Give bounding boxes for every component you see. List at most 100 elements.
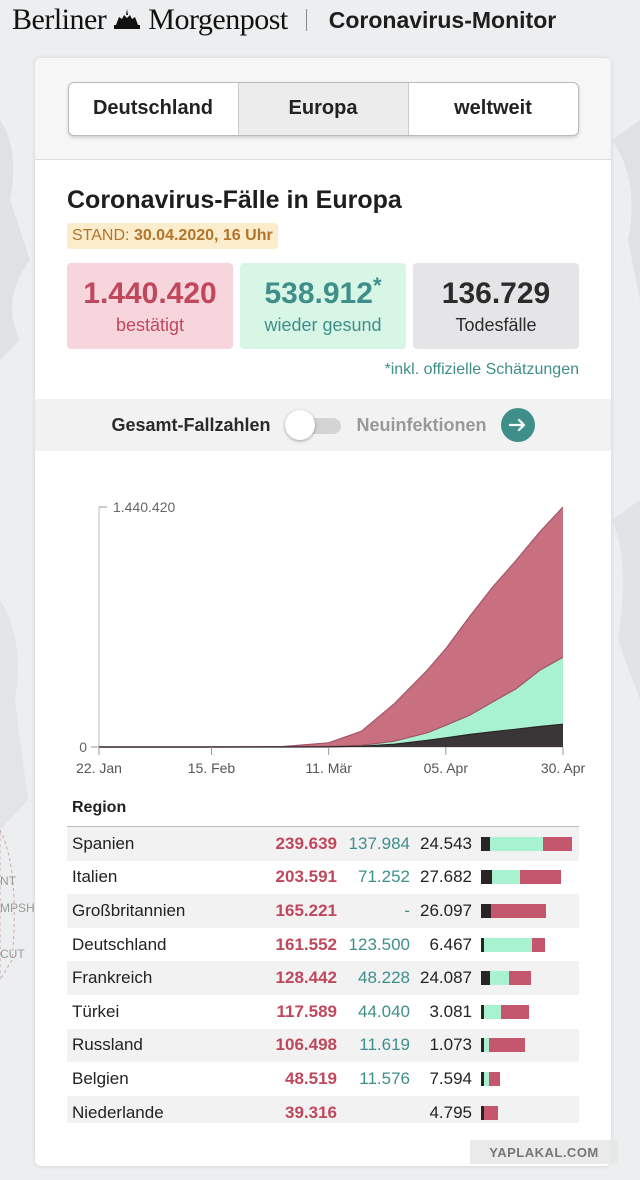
mode-toggle-bar: Gesamt-Fallzahlen Neuinfektionen <box>35 399 611 451</box>
region-name: Italien <box>72 867 118 887</box>
bar-segment-recovered <box>484 937 533 952</box>
monitor-card: Deutschland Europa weltweit Coronavirus-… <box>35 58 611 1166</box>
deaths-label: Todesfälle <box>455 314 537 335</box>
table-row[interactable]: Frankreich 128.442 48.228 24.087 <box>67 961 579 995</box>
recovered-cell: 44.040 <box>358 1001 410 1021</box>
toggle-label-new-infections[interactable]: Neuinfektionen <box>356 414 487 435</box>
bar-segment-active <box>542 836 572 851</box>
deaths-cell: 7.594 <box>429 1068 472 1088</box>
region-name: Belgien <box>72 1068 129 1088</box>
region-name: Spanien <box>72 833 135 853</box>
page-title: Coronavirus-Fälle in Europa <box>67 186 402 214</box>
deaths-cell: 24.543 <box>420 833 472 853</box>
confirmed-cell: 239.639 <box>275 833 337 853</box>
x-tick-label: 05. Apr <box>424 760 469 776</box>
bar-segment-recovered <box>484 1071 489 1086</box>
table-header-region: Region <box>67 799 579 827</box>
x-tick-label: 22. Jan <box>76 760 122 776</box>
recovered-cell: 11.576 <box>359 1068 410 1088</box>
bar-segment-recovered <box>491 870 520 885</box>
brand-logo[interactable]: Berliner Morgenpost <box>12 3 288 37</box>
chart-area: 1.440.420 0 22. Jan 15. Feb 11. Mär 05. Apr 30… <box>35 451 611 781</box>
bar-segment-deaths <box>481 903 492 918</box>
table-body[interactable]: Spanien 239.639 137.984 24.543 Italien 203.59… <box>67 827 579 1123</box>
svg-text:CUT: CUT <box>0 947 25 961</box>
table-row[interactable]: Türkei 117.589 44.040 3.081 <box>67 995 579 1029</box>
confirmed-cell: 106.498 <box>275 1035 337 1055</box>
arrow-right-icon[interactable] <box>500 408 535 442</box>
bar-segment-deaths <box>481 870 492 885</box>
brand-name-right: Morgenpost <box>148 3 288 36</box>
recovered-asterisk: * <box>372 272 382 298</box>
mode-toggle-switch[interactable] <box>284 410 343 440</box>
case-bar <box>472 870 572 885</box>
case-bar <box>472 1038 572 1053</box>
svg-text:MPSH: MPSH <box>0 901 35 915</box>
region-name: Niederlande <box>72 1102 164 1122</box>
table-row[interactable]: Spanien 239.639 137.984 24.543 <box>67 827 579 861</box>
deaths-cell: 24.087 <box>420 968 472 988</box>
recovered-cell: 48.228 <box>358 968 410 988</box>
bar-segment-recovered <box>490 971 510 986</box>
confirmed-value: 1.440.420 <box>83 276 217 310</box>
deaths-value: 136.729 <box>441 276 551 310</box>
confirmed-cell: 165.221 <box>275 900 337 920</box>
table-rows: Spanien 239.639 137.984 24.543 Italien 203.59… <box>67 827 579 1123</box>
bar-segment-active <box>488 1038 526 1053</box>
table-row[interactable]: Italien 203.591 71.252 27.682 <box>67 861 579 895</box>
region-name: Deutschland <box>72 934 167 954</box>
case-bar <box>472 1071 572 1086</box>
bar-segment-recovered <box>484 1004 502 1019</box>
area-confirmed <box>99 507 563 747</box>
bar-segment-active <box>491 903 546 918</box>
header-divider <box>305 9 307 31</box>
bar-segment-deaths <box>481 1105 484 1120</box>
confirmed-cell: 128.442 <box>275 968 337 988</box>
region-name: Türkei <box>72 1001 120 1021</box>
area-deaths <box>99 724 563 747</box>
stats-row: 1.440.420 bestätigt 538.912* wieder gesu… <box>67 263 579 349</box>
table-row[interactable]: Deutschland 161.552 123.500 6.467 <box>67 928 579 962</box>
bar-segment-deaths <box>481 836 491 851</box>
table-row[interactable]: Niederlande 39.316 4.795 <box>67 1095 579 1123</box>
confirmed-label: bestätigt <box>115 314 185 335</box>
case-bar <box>472 836 572 851</box>
summary-section: Coronavirus-Fälle in Europa STAND: 30.04… <box>35 186 611 379</box>
toggle-label-total[interactable]: Gesamt-Fallzahlen <box>111 414 271 435</box>
deaths-box: 136.729 Todesfälle <box>413 263 579 349</box>
deaths-cell: 3.081 <box>429 1001 472 1021</box>
confirmed-box: 1.440.420 bestätigt <box>67 263 233 349</box>
confirmed-cell: 117.589 <box>276 1001 337 1021</box>
y-label-max: 1.440.420 <box>113 499 175 515</box>
brand-name-left: Berliner <box>12 3 107 36</box>
quadriga-emblem-icon <box>114 9 141 29</box>
arrow-glyph <box>508 418 525 432</box>
product-title: Coronavirus-Monitor <box>328 6 557 33</box>
bar-segment-active <box>519 870 561 885</box>
bar-segment-deaths <box>481 1004 484 1019</box>
bar-segment-active <box>509 971 532 986</box>
bar-segment-recovered <box>490 836 543 851</box>
top-bar: Berliner Morgenpost Coronavirus-Monitor <box>0 0 640 40</box>
recovered-number: 538.912* <box>240 273 406 311</box>
table-row[interactable]: Belgien 48.519 11.576 7.594 <box>67 1062 579 1096</box>
region-name: Großbritannien <box>72 900 186 920</box>
x-tick-label: 15. Feb <box>188 760 236 776</box>
tab-weltweit[interactable]: weltweit <box>407 82 578 135</box>
tab-europa[interactable]: Europa <box>237 82 408 135</box>
bar-segment-deaths <box>481 971 491 986</box>
tab-deutschland[interactable]: Deutschland <box>92 97 214 119</box>
region-name: Russland <box>72 1035 143 1055</box>
confirmed-cell: 161.552 <box>275 934 337 954</box>
x-tick-label: 11. Mär <box>305 760 352 776</box>
deaths-cell: 6.467 <box>429 934 472 954</box>
bar-segment-active <box>484 1105 498 1120</box>
table-row[interactable]: Russland 106.498 11.619 1.073 <box>67 1028 579 1063</box>
y-label-zero: 0 <box>79 739 87 755</box>
case-bar <box>472 1004 572 1019</box>
stand-badge: STAND: 30.04.2020, 16 Uhr <box>67 223 278 249</box>
region-tabs-bar: Deutschland Europa weltweit <box>35 58 611 160</box>
table-row[interactable]: Großbritannien 165.221 -26.097 <box>67 894 579 928</box>
case-bar <box>472 937 572 952</box>
stand-value: 30.04.2020, 16 Uhr <box>133 227 273 244</box>
